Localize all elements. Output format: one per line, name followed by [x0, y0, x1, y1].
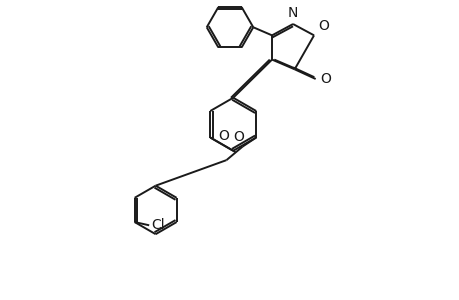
Text: O: O	[319, 72, 330, 86]
Text: O: O	[232, 130, 243, 144]
Text: O: O	[218, 129, 229, 143]
Text: N: N	[287, 5, 297, 20]
Text: Cl: Cl	[151, 218, 164, 232]
Text: O: O	[318, 19, 329, 33]
